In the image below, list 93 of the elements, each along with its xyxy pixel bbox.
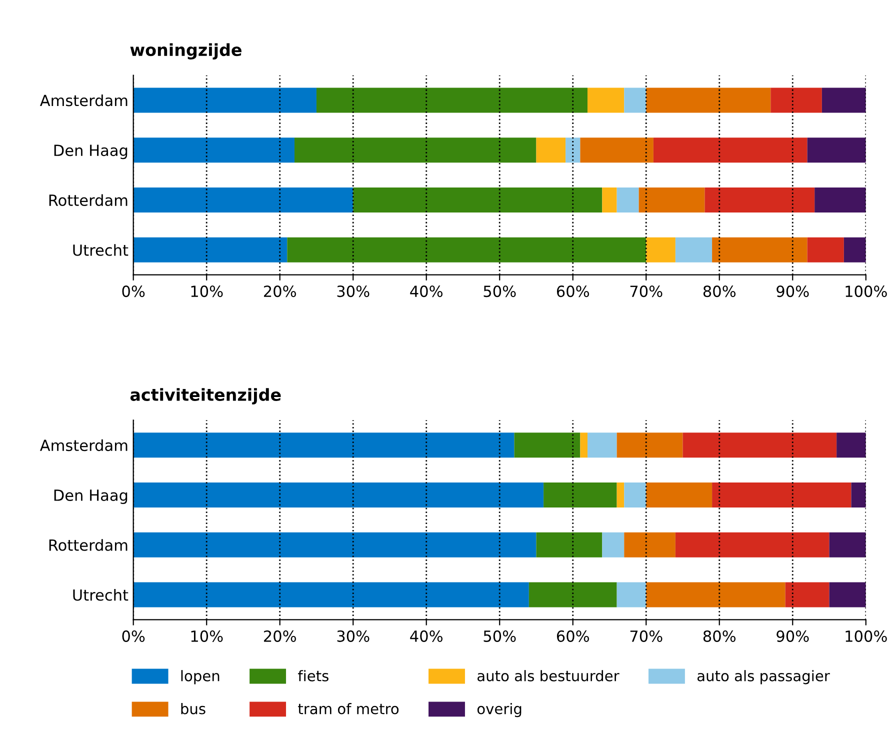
bar bbox=[316, 88, 588, 113]
y-tick-label: Utrecht bbox=[73, 588, 128, 601]
bar bbox=[133, 582, 529, 608]
x-tick-label: 100% bbox=[846, 630, 887, 642]
x-tick-label: 0% bbox=[122, 630, 145, 642]
x-tick-label: 10% bbox=[191, 286, 223, 298]
bar bbox=[814, 188, 866, 212]
bar bbox=[588, 88, 624, 113]
chart-title: woningzijde bbox=[130, 43, 242, 60]
x-tick-label: 40% bbox=[410, 630, 442, 642]
y-tick-label: Amsterdam bbox=[40, 94, 128, 106]
bar bbox=[851, 482, 866, 508]
x-tick-label: 100% bbox=[846, 286, 887, 298]
x-tick-label: 90% bbox=[776, 630, 809, 642]
bar bbox=[133, 188, 354, 212]
x-tick-label: 70% bbox=[630, 286, 662, 298]
bar bbox=[133, 532, 536, 558]
x-tick-label: 80% bbox=[703, 630, 736, 642]
bar bbox=[624, 482, 646, 508]
x-tick-label: 50% bbox=[484, 630, 516, 642]
legend-label: lopen bbox=[181, 670, 220, 684]
bar bbox=[588, 432, 617, 458]
bar bbox=[646, 88, 771, 113]
bar bbox=[829, 582, 866, 608]
bar bbox=[770, 88, 822, 113]
bar bbox=[785, 582, 830, 608]
x-tick-label: 80% bbox=[703, 286, 736, 298]
bar bbox=[616, 432, 683, 458]
legend-label: auto als passagier bbox=[697, 670, 830, 684]
x-tick-label: 60% bbox=[556, 630, 590, 642]
bar bbox=[807, 138, 866, 163]
bar bbox=[616, 582, 646, 608]
bar bbox=[133, 237, 288, 262]
y-tick-label: Den Haag bbox=[54, 144, 128, 160]
bar bbox=[653, 138, 808, 163]
chart-title: activiteitenzijde bbox=[130, 388, 281, 404]
bar bbox=[544, 482, 617, 508]
legend-label: fiets bbox=[298, 670, 328, 682]
bar bbox=[836, 432, 866, 458]
bar bbox=[133, 138, 295, 163]
y-tick-label: Den Haag bbox=[54, 490, 128, 504]
x-tick-label: 30% bbox=[337, 286, 370, 298]
bar bbox=[287, 237, 646, 262]
y-tick-label: Utrecht bbox=[73, 244, 128, 256]
bar bbox=[646, 237, 676, 262]
bar bbox=[566, 138, 580, 163]
legend-label: tram of metro bbox=[298, 703, 399, 714]
bar bbox=[807, 237, 844, 262]
bar bbox=[844, 237, 866, 262]
bar bbox=[712, 482, 852, 508]
bar bbox=[682, 432, 837, 458]
bar bbox=[536, 532, 602, 558]
y-tick-label: Amsterdam bbox=[40, 439, 128, 452]
x-tick-label: 10% bbox=[191, 630, 223, 642]
bar bbox=[675, 532, 830, 558]
bar bbox=[133, 88, 316, 113]
x-tick-label: 40% bbox=[410, 286, 442, 298]
bar bbox=[133, 432, 514, 458]
bar bbox=[133, 482, 544, 508]
bar bbox=[712, 237, 808, 262]
bar bbox=[602, 532, 624, 558]
bar bbox=[822, 88, 866, 113]
bar bbox=[624, 88, 646, 113]
y-tick-label: Rotterdam bbox=[49, 194, 128, 206]
legend-label: overig bbox=[477, 703, 522, 718]
bar bbox=[624, 532, 676, 558]
bar bbox=[704, 188, 815, 212]
bar bbox=[353, 188, 602, 212]
x-tick-label: 70% bbox=[630, 630, 662, 642]
bar bbox=[638, 188, 705, 212]
bar bbox=[514, 432, 580, 458]
bar bbox=[829, 532, 866, 558]
y-tick-label: Rotterdam bbox=[49, 539, 128, 551]
bar bbox=[294, 138, 536, 163]
x-tick-label: 90% bbox=[776, 286, 809, 298]
bar bbox=[675, 237, 712, 262]
bar bbox=[528, 582, 617, 608]
bar bbox=[646, 582, 786, 608]
bar bbox=[646, 482, 712, 508]
bar bbox=[616, 482, 624, 508]
bar bbox=[580, 432, 588, 458]
bar bbox=[580, 138, 654, 163]
x-tick-label: 20% bbox=[264, 630, 296, 642]
legend-label: auto als bestuurder bbox=[478, 670, 620, 682]
x-tick-label: 0% bbox=[122, 286, 145, 298]
bar bbox=[616, 188, 639, 212]
x-tick-label: 60% bbox=[556, 286, 590, 298]
legend-label: bus bbox=[181, 703, 206, 714]
bar bbox=[536, 138, 566, 163]
x-tick-label: 30% bbox=[337, 630, 370, 642]
bar bbox=[602, 188, 617, 212]
x-tick-label: 20% bbox=[264, 286, 296, 298]
x-tick-label: 50% bbox=[484, 286, 516, 298]
